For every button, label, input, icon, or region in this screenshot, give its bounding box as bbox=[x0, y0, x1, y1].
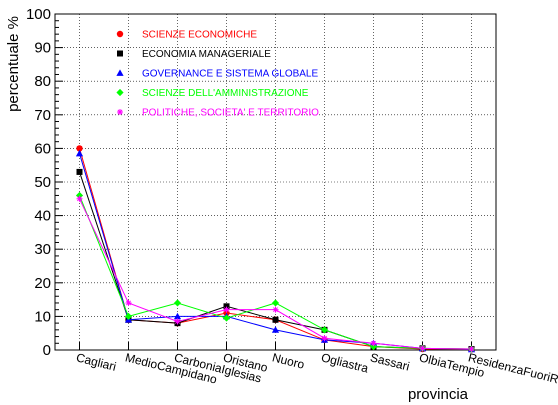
star-stroke bbox=[273, 307, 278, 313]
star-stroke bbox=[469, 346, 474, 352]
x-tick-label: Ogliastra bbox=[320, 350, 370, 375]
y-tick-label: 60 bbox=[34, 140, 51, 157]
x-tick-label: Sassari bbox=[369, 350, 411, 373]
star-stroke bbox=[126, 300, 131, 306]
star-stroke bbox=[117, 109, 123, 115]
y-tick-label: 100 bbox=[26, 6, 51, 23]
legend-label: GOVERNANCE E SISTEMA GLOBALE bbox=[142, 69, 318, 80]
data-point bbox=[173, 299, 182, 307]
data-point bbox=[76, 145, 83, 152]
y-tick-label: 20 bbox=[34, 275, 51, 292]
legend-marker bbox=[116, 88, 124, 97]
series-group bbox=[75, 145, 476, 353]
data-point bbox=[271, 326, 280, 333]
star-stroke bbox=[371, 340, 376, 346]
y-tick-label: 70 bbox=[34, 107, 51, 124]
y-axis-title: percentuale % bbox=[5, 16, 22, 112]
y-tick-label: 80 bbox=[34, 73, 51, 90]
data-point bbox=[223, 306, 230, 313]
data-point bbox=[75, 149, 84, 157]
data-point bbox=[272, 306, 279, 313]
star-stroke bbox=[224, 307, 229, 313]
legend-marker bbox=[116, 69, 124, 76]
data-point bbox=[320, 326, 329, 334]
data-point bbox=[174, 318, 181, 325]
data-point bbox=[76, 195, 83, 202]
data-point bbox=[272, 316, 279, 323]
y-tick-label: 10 bbox=[34, 308, 51, 325]
x-axis-title: provincia bbox=[408, 386, 469, 403]
star-stroke bbox=[322, 335, 327, 341]
y-tick-label: 40 bbox=[34, 208, 51, 225]
data-point bbox=[321, 335, 328, 342]
legend-label: SCIENZE ECONOMICHE bbox=[142, 30, 257, 41]
legend-label: SCIENZE DELL'AMMINISTRAZIONE bbox=[142, 88, 309, 99]
star-stroke bbox=[175, 318, 180, 324]
data-point bbox=[173, 312, 182, 320]
legend-label: ECONOMIA MANAGERIALE bbox=[142, 49, 271, 60]
star-stroke bbox=[77, 196, 82, 202]
data-point bbox=[419, 345, 426, 352]
data-point bbox=[125, 299, 132, 306]
data-point bbox=[223, 303, 230, 310]
data-point bbox=[468, 345, 475, 352]
data-point bbox=[271, 299, 280, 307]
legend-marker bbox=[116, 30, 124, 38]
x-tick-label: Nuoro bbox=[271, 350, 306, 372]
star-stroke bbox=[420, 345, 425, 351]
data-point bbox=[222, 314, 231, 322]
grid bbox=[55, 14, 496, 350]
legend-marker bbox=[117, 109, 123, 115]
data-point bbox=[370, 340, 377, 347]
data-point bbox=[124, 312, 133, 320]
legend-label: POLITICHE, SOCIETA' E TERRITORIO bbox=[142, 108, 319, 119]
y-tick-label: 0 bbox=[43, 342, 51, 359]
y-tick-label: 50 bbox=[34, 174, 51, 191]
y-tick-label: 90 bbox=[34, 40, 51, 57]
legend-marker bbox=[117, 50, 123, 57]
data-point bbox=[76, 168, 83, 175]
legend: SCIENZE ECONOMICHE ECONOMIA MANAGERIALE GO… bbox=[116, 30, 319, 119]
x-tick-label: Cagliari bbox=[75, 350, 118, 373]
y-tick-label: 30 bbox=[34, 241, 51, 258]
